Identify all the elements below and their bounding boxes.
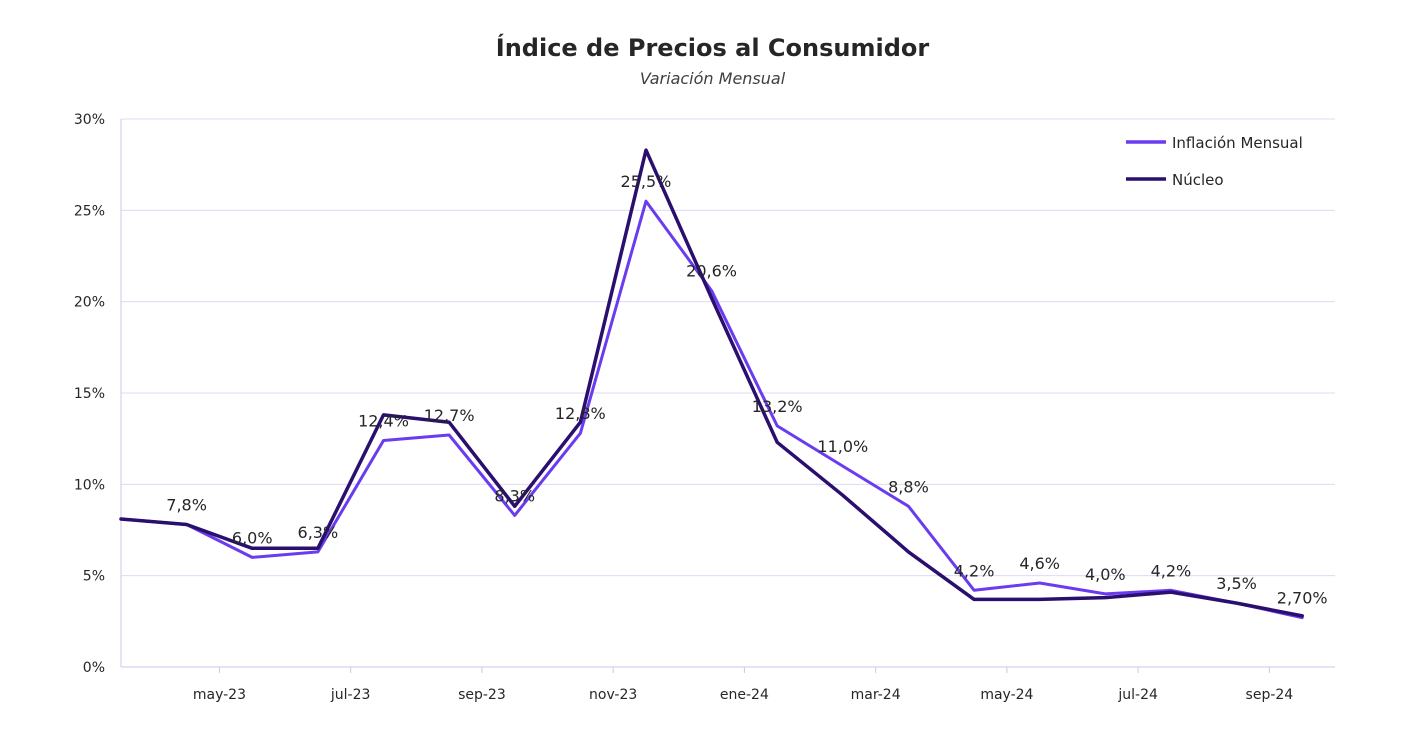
- data-label: 3,5%: [1216, 574, 1257, 593]
- data-label: 8,3%: [494, 486, 535, 505]
- data-label: 6,3%: [298, 523, 339, 542]
- data-label: 13,2%: [752, 397, 803, 416]
- series-line-inflacion-mensual: [119, 199, 1304, 620]
- data-label: 2,70%: [1277, 589, 1328, 608]
- legend-label: Inflación Mensual: [1172, 134, 1303, 152]
- x-tick-label: may-23: [193, 687, 246, 703]
- y-tick-label: 10%: [74, 477, 105, 493]
- y-tick-label: 20%: [74, 295, 105, 311]
- data-label: 4,2%: [1151, 561, 1192, 580]
- y-tick-label: 0%: [83, 660, 105, 676]
- data-label: 25,5%: [621, 172, 672, 191]
- data-label: 6,0%: [232, 528, 273, 547]
- x-tick-label: mar-24: [851, 687, 901, 703]
- y-tick-label: 5%: [83, 569, 105, 585]
- data-label: 4,2%: [954, 561, 995, 580]
- y-tick-label: 30%: [74, 112, 105, 128]
- y-tick-label: 25%: [74, 203, 105, 219]
- data-label: 12,7%: [424, 406, 475, 425]
- legend-label: Núcleo: [1172, 171, 1224, 189]
- data-label: 20,6%: [686, 262, 737, 281]
- y-tick-label: 15%: [74, 386, 105, 402]
- data-label: 8,8%: [888, 477, 929, 496]
- x-tick-label: jul-23: [330, 687, 371, 703]
- x-tick-label: sep-23: [458, 687, 506, 703]
- data-label: 4,6%: [1019, 554, 1060, 573]
- x-tick-label: ene-24: [720, 687, 769, 703]
- data-label: 11,0%: [817, 437, 868, 456]
- x-tick-label: jul-24: [1117, 687, 1158, 703]
- chart-subtitle: Variación Mensual: [639, 69, 786, 88]
- series-line-nucleo: [119, 148, 1304, 618]
- data-label: 12,8%: [555, 404, 606, 423]
- x-tick-label: may-24: [980, 687, 1033, 703]
- chart-title: Índice de Precios al Consumidor: [495, 34, 930, 62]
- data-label: 12,4%: [358, 411, 409, 430]
- data-label: 4,0%: [1085, 565, 1126, 584]
- data-label: 7,8%: [166, 496, 207, 515]
- x-tick-label: nov-23: [589, 687, 637, 703]
- x-tick-label: sep-24: [1246, 687, 1294, 703]
